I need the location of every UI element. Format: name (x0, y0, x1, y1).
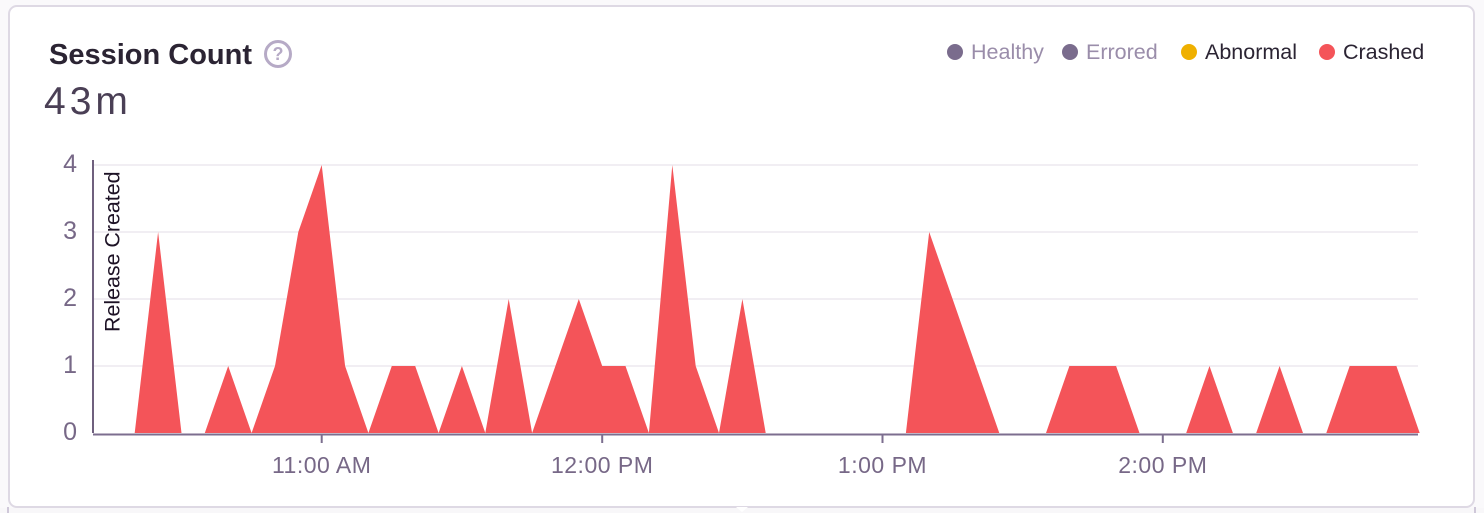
svg-text:1:00 PM: 1:00 PM (838, 452, 927, 478)
svg-text:4: 4 (63, 150, 77, 178)
svg-text:2: 2 (63, 284, 77, 312)
svg-text:Release Created: Release Created (101, 171, 125, 332)
svg-text:2:00 PM: 2:00 PM (1118, 452, 1207, 478)
svg-text:12:00 PM: 12:00 PM (551, 452, 653, 478)
svg-text:11:00 AM: 11:00 AM (272, 452, 371, 478)
svg-text:3: 3 (63, 217, 77, 245)
svg-text:1: 1 (63, 351, 77, 379)
svg-text:0: 0 (63, 418, 77, 446)
